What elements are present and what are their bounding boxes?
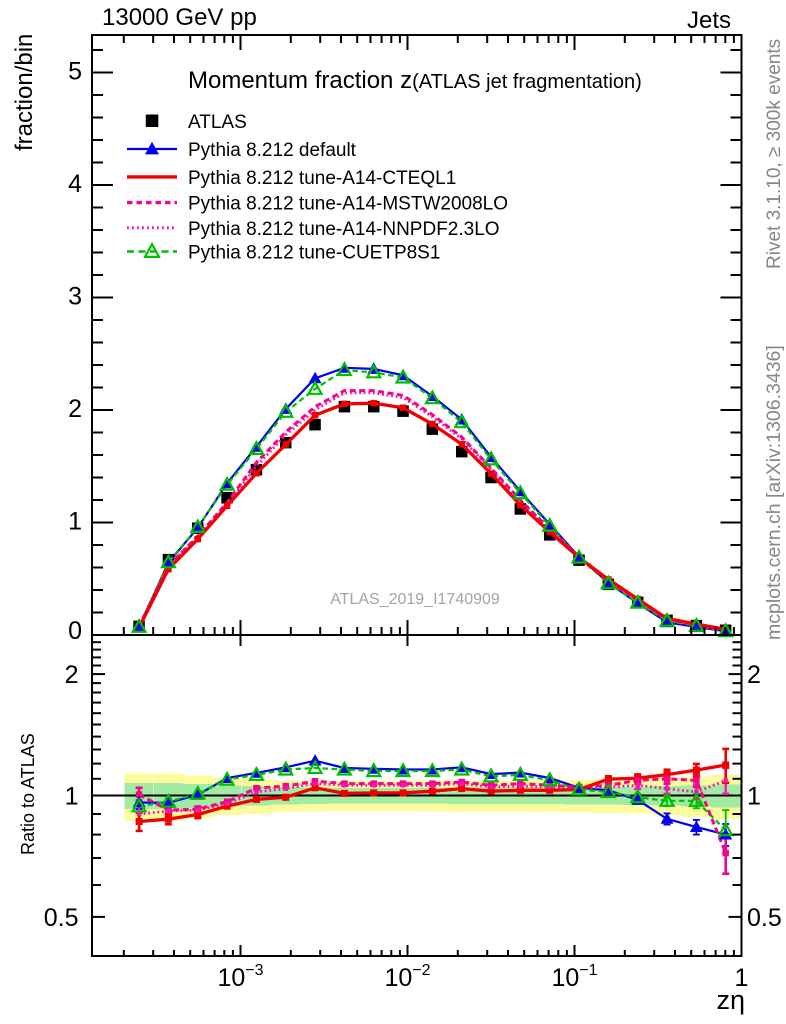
svg-text:10−1: 10−1	[551, 962, 597, 992]
svg-text:10−2: 10−2	[384, 962, 430, 992]
svg-text:Momentum fraction z(ATLAS jet: Momentum fraction z(ATLAS jet fragmentat…	[188, 67, 642, 94]
svg-text:2: 2	[65, 661, 79, 689]
svg-text:2: 2	[68, 395, 82, 423]
svg-text:Ratio to ATLAS: Ratio to ATLAS	[18, 733, 38, 855]
svg-text:0.5: 0.5	[747, 904, 782, 932]
svg-text:5: 5	[68, 58, 82, 86]
svg-text:0: 0	[68, 617, 82, 645]
svg-text:Pythia 8.212 default: Pythia 8.212 default	[188, 140, 357, 161]
svg-text:Jets: Jets	[687, 7, 731, 34]
svg-text:ATLAS: ATLAS	[188, 112, 247, 133]
svg-text:Pythia 8.212 tune-CUETP8S1: Pythia 8.212 tune-CUETP8S1	[188, 243, 440, 264]
svg-text:fraction/bin: fraction/bin	[11, 34, 38, 151]
svg-text:zη: zη	[716, 985, 745, 1015]
svg-text:0.5: 0.5	[44, 904, 79, 932]
svg-text:1: 1	[747, 783, 761, 811]
svg-text:ATLAS_2019_I1740909: ATLAS_2019_I1740909	[330, 591, 500, 608]
svg-text:4: 4	[68, 170, 82, 198]
svg-text:mcplots.cern.ch [arXiv:1306.34: mcplots.cern.ch [arXiv:1306.3436]	[763, 345, 785, 640]
svg-text:13000 GeV pp: 13000 GeV pp	[102, 4, 257, 31]
svg-text:Pythia 8.212 tune-A14-NNPDF2.3: Pythia 8.212 tune-A14-NNPDF2.3LO	[188, 219, 500, 240]
svg-text:Pythia 8.212 tune-A14-CTEQL1: Pythia 8.212 tune-A14-CTEQL1	[188, 168, 456, 189]
svg-text:3: 3	[68, 283, 82, 311]
svg-text:2: 2	[747, 661, 761, 689]
svg-text:Rivet 3.1.10, ≥ 300k events: Rivet 3.1.10, ≥ 300k events	[764, 39, 785, 269]
svg-text:1: 1	[65, 783, 79, 811]
svg-text:1: 1	[68, 508, 82, 536]
svg-text:Pythia 8.212 tune-A14-MSTW2008: Pythia 8.212 tune-A14-MSTW2008LO	[188, 194, 508, 215]
svg-text:1: 1	[735, 964, 749, 992]
